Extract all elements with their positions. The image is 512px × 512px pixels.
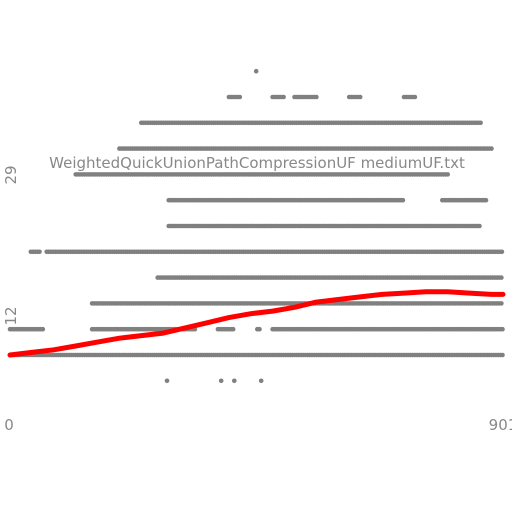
data-point — [357, 94, 363, 100]
y-tick-label-mid: 12 — [2, 306, 20, 325]
data-point — [499, 249, 505, 255]
data-point — [500, 326, 505, 332]
x-tick-label-min: 0 — [4, 416, 14, 434]
data-point — [40, 326, 46, 332]
x-tick-label-max: 901 — [489, 416, 512, 434]
data-point — [500, 352, 505, 358]
data-point — [412, 94, 418, 100]
y-tick-label-max: 29 — [2, 165, 20, 184]
running-average-line — [7, 289, 506, 358]
data-point — [489, 146, 494, 151]
data-point — [257, 326, 262, 332]
scatter-points — [7, 68, 505, 384]
data-point — [218, 378, 224, 384]
data-point — [258, 378, 264, 384]
data-point — [477, 223, 482, 229]
data-point — [232, 378, 237, 384]
data-point — [400, 197, 406, 203]
data-point — [483, 197, 489, 203]
data-point — [499, 275, 504, 280]
data-point — [314, 94, 319, 100]
chart-title: WeightedQuickUnionPathCompressionUF medi… — [49, 154, 465, 172]
data-point — [478, 120, 483, 126]
data-point — [499, 301, 504, 306]
data-point — [237, 94, 243, 100]
data-point — [253, 68, 259, 74]
data-point — [164, 378, 170, 384]
data-point — [230, 326, 236, 332]
data-point — [445, 172, 451, 177]
data-point — [37, 249, 42, 255]
data-point — [281, 94, 286, 100]
running-average-path — [7, 289, 506, 358]
